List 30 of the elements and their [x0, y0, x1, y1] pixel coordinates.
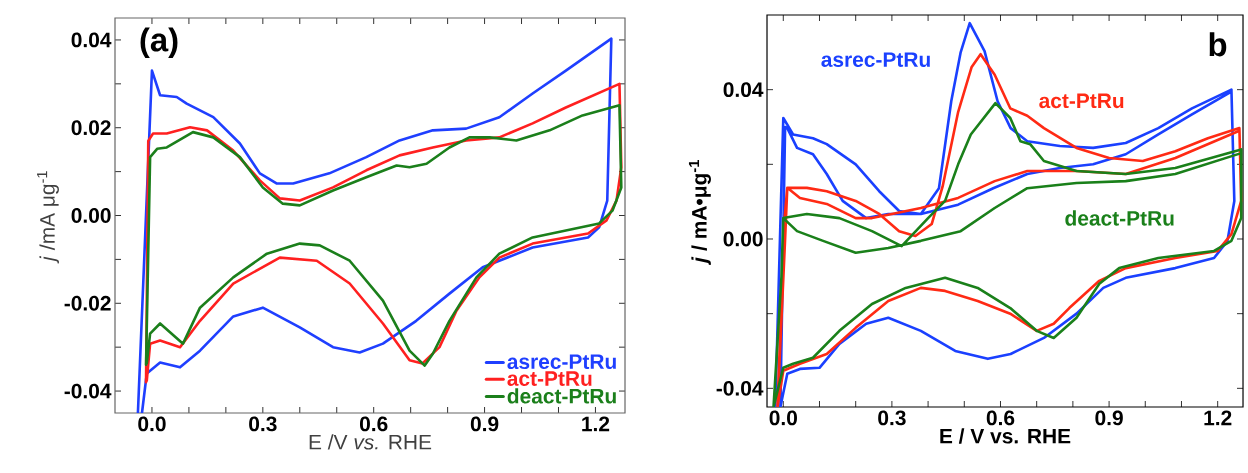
legend-label: deact-PtRu — [507, 388, 616, 404]
series-label: act-PtRu — [1039, 93, 1124, 109]
y-tick-label: -0.02 — [64, 295, 111, 311]
x-tick-label: 0.3 — [249, 416, 277, 432]
x-tick-label: 0.6 — [986, 410, 1015, 426]
x-tick-label: 0.3 — [878, 410, 906, 426]
x-tick-label: 1.2 — [1204, 410, 1232, 426]
legend-label: act-PtRu — [507, 371, 592, 386]
series-label: asrec-PtRu — [821, 52, 930, 67]
x-tick-label: 0.9 — [470, 416, 499, 432]
x-axis-title: E /V vs. RHE — [309, 434, 432, 450]
y-tick-label: 0.04 — [71, 32, 112, 48]
annotation: b — [1209, 32, 1227, 57]
y-axis-title: j /mA μg$^{-1}$ — [37, 171, 59, 264]
y-tick-label: 0.04 — [723, 82, 764, 98]
x-tick-label: 0.0 — [769, 410, 797, 426]
x-axis-title: E / V vs. RHE — [940, 428, 1071, 444]
x-tick-label: 0.0 — [138, 416, 166, 432]
y-tick-label: -0.04 — [64, 383, 112, 399]
x-tick-label: 1.2 — [582, 416, 610, 432]
series-label: deact-PtRu — [1065, 210, 1174, 226]
y-tick-label: 0.00 — [723, 231, 763, 247]
x-tick-label: 0.6 — [359, 416, 388, 432]
y-tick-label: -0.04 — [716, 380, 764, 396]
y-tick-label: 0.02 — [71, 120, 111, 136]
x-tick-label: 0.9 — [1095, 410, 1123, 426]
y-axis-title: j / mA•μg$^{-1}$ — [688, 160, 711, 266]
y-tick-label: 0.00 — [71, 208, 111, 223]
annotation: (a) — [140, 27, 178, 59]
legend-label: asrec-PtRu — [507, 354, 616, 370]
